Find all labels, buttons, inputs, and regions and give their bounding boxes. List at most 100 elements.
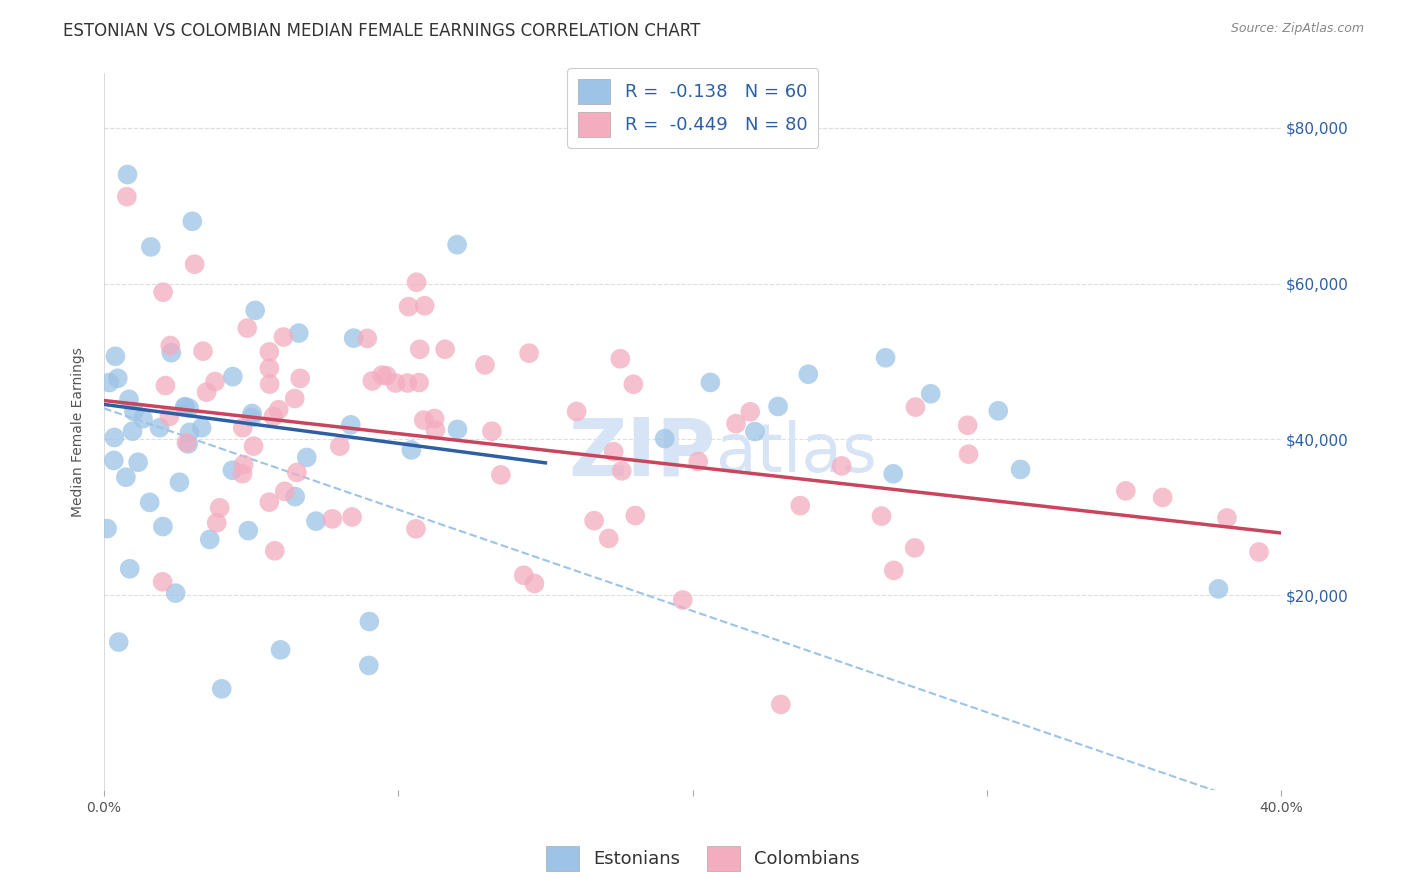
Point <box>339 417 361 432</box>
Point <box>875 351 897 365</box>
Point <box>413 299 436 313</box>
Text: Source: ZipAtlas.com: Source: ZipAtlas.com <box>1230 22 1364 36</box>
Point <box>920 386 942 401</box>
Point <box>766 400 789 414</box>
Text: atlas: atlas <box>716 420 877 486</box>
Point <box>789 499 811 513</box>
Point <box>1247 545 1270 559</box>
Point <box>565 404 588 418</box>
Point <box>284 392 307 406</box>
Point <box>127 455 149 469</box>
Point <box>240 410 263 425</box>
Point <box>288 371 311 385</box>
Point <box>285 466 308 480</box>
Point <box>138 495 160 509</box>
Point <box>104 349 127 363</box>
Point <box>96 522 118 536</box>
Point <box>621 377 644 392</box>
Point <box>598 532 620 546</box>
Point <box>270 643 292 657</box>
Text: ESTONIAN VS COLOMBIAN MEDIAN FEMALE EARNINGS CORRELATION CHART: ESTONIAN VS COLOMBIAN MEDIAN FEMALE EARN… <box>63 22 700 40</box>
Point <box>340 510 363 524</box>
Point <box>177 437 200 451</box>
Point <box>1010 462 1032 476</box>
Point <box>744 425 766 439</box>
Point <box>169 475 191 490</box>
Point <box>190 421 212 435</box>
Point <box>273 330 295 344</box>
Point <box>769 698 792 712</box>
Point <box>295 450 318 465</box>
Point <box>173 401 195 415</box>
Legend: Estonians, Colombians: Estonians, Colombians <box>538 838 868 879</box>
Point <box>176 435 198 450</box>
Point <box>98 376 121 390</box>
Point <box>107 371 129 385</box>
Point <box>236 321 259 335</box>
Point <box>242 439 264 453</box>
Point <box>132 411 155 425</box>
Point <box>305 514 328 528</box>
Point <box>159 338 181 352</box>
Point <box>956 418 979 433</box>
Point <box>904 541 927 555</box>
Point <box>724 417 747 431</box>
Point <box>183 257 205 271</box>
Point <box>174 400 197 414</box>
Point <box>957 447 980 461</box>
Point <box>274 484 297 499</box>
Point <box>405 275 427 289</box>
Point <box>232 458 254 472</box>
Point <box>446 422 468 436</box>
Legend: R =  -0.138   N = 60, R =  -0.449   N = 80: R = -0.138 N = 60, R = -0.449 N = 80 <box>567 68 818 148</box>
Point <box>198 533 221 547</box>
Y-axis label: Median Female Earnings: Median Female Earnings <box>72 347 86 516</box>
Point <box>259 361 281 376</box>
Point <box>356 331 378 345</box>
Point <box>179 425 201 440</box>
Point <box>740 405 762 419</box>
Point <box>359 615 381 629</box>
Point <box>870 509 893 524</box>
Point <box>103 430 125 444</box>
Point <box>222 369 245 384</box>
Point <box>654 432 676 446</box>
Point <box>610 464 633 478</box>
Point <box>157 409 180 424</box>
Point <box>238 524 260 538</box>
Point <box>409 343 432 357</box>
Point <box>231 467 253 481</box>
Point <box>195 385 218 400</box>
Point <box>117 168 139 182</box>
Point <box>221 463 243 477</box>
Point <box>904 400 927 414</box>
Point <box>343 331 366 345</box>
Point <box>191 344 214 359</box>
Point <box>155 378 177 392</box>
Point <box>602 444 624 458</box>
Point <box>103 453 125 467</box>
Point <box>361 374 384 388</box>
Point <box>211 681 233 696</box>
Point <box>263 543 285 558</box>
Point <box>1208 582 1230 596</box>
Point <box>139 240 162 254</box>
Point <box>398 300 420 314</box>
Point <box>425 423 447 437</box>
Point <box>688 454 710 468</box>
Point <box>243 303 266 318</box>
Point <box>321 512 343 526</box>
Point <box>165 586 187 600</box>
Point <box>267 402 290 417</box>
Point <box>624 508 647 523</box>
Point <box>882 467 904 481</box>
Point <box>179 401 201 416</box>
Point <box>412 413 434 427</box>
Point <box>232 421 254 435</box>
Point <box>1115 483 1137 498</box>
Point <box>609 351 631 366</box>
Point <box>357 658 380 673</box>
Point <box>517 346 540 360</box>
Point <box>181 214 204 228</box>
Point <box>423 411 446 425</box>
